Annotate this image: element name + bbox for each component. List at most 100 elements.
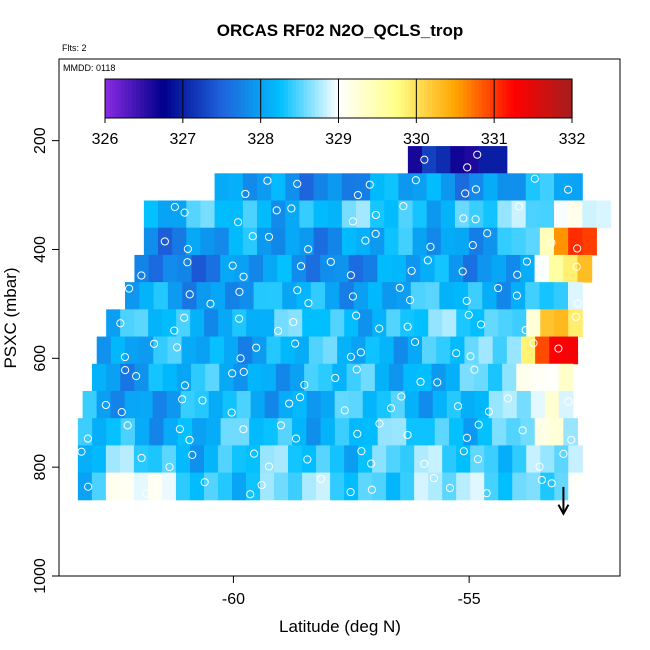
heatmap-cell — [282, 282, 297, 310]
colorbar-segment — [221, 79, 227, 118]
heatmap-cell — [316, 445, 331, 474]
sample-marker — [263, 176, 272, 185]
heatmap-cell — [228, 227, 244, 256]
sample-marker — [468, 241, 477, 250]
colorbar-segment — [513, 79, 519, 118]
heatmap-cell — [505, 254, 521, 283]
heatmap-cell — [478, 146, 494, 174]
heatmap-cell — [391, 418, 407, 446]
heatmap-cell — [214, 200, 230, 229]
plot-area-frame — [58, 58, 621, 577]
heatmap-cell — [341, 173, 357, 201]
heatmap-cell — [285, 227, 300, 256]
sample-marker — [429, 473, 439, 483]
sample-marker — [453, 402, 463, 411]
sample-marker — [407, 266, 416, 275]
heatmap-cell — [260, 472, 275, 501]
sample-marker — [116, 319, 125, 328]
heatmap-cell — [316, 472, 331, 501]
colorbar-segment — [213, 79, 219, 118]
heatmap-cell — [358, 445, 373, 474]
sample-marker — [249, 449, 259, 458]
heatmap-cell — [512, 309, 527, 338]
heatmap-cell — [334, 418, 350, 446]
heatmap-cell — [434, 254, 450, 283]
heatmap-cell — [426, 173, 442, 201]
sample-marker — [573, 244, 582, 253]
heatmap-cell — [428, 309, 443, 338]
heatmap-cell — [431, 363, 447, 392]
colorbar-segment — [568, 79, 573, 118]
heatmap-cell — [432, 390, 448, 419]
heatmap-cell — [596, 200, 612, 229]
colorbar-segment — [291, 79, 297, 118]
colorbar-segment — [365, 79, 371, 118]
heatmap-cell — [568, 200, 583, 229]
colorbar-segment — [564, 79, 569, 118]
colorbar-segment — [396, 79, 402, 118]
heatmap-cell — [220, 418, 236, 446]
heatmap-cell — [96, 390, 112, 419]
heatmap-cell — [234, 418, 250, 446]
colorbar-segment — [167, 79, 172, 118]
heatmap-cell — [110, 390, 126, 419]
heatmap-cell — [224, 336, 239, 365]
heatmap-cell — [337, 336, 352, 365]
heatmap-cell — [491, 418, 507, 446]
sample-marker — [340, 406, 349, 415]
heatmap-cell — [250, 390, 266, 419]
sample-marker — [445, 483, 455, 493]
colorbar-segment — [346, 79, 351, 118]
heatmap-cell — [249, 418, 264, 446]
heatmap-cell — [313, 200, 329, 229]
heatmap-cell — [153, 282, 169, 310]
heatmap-cell — [192, 418, 207, 446]
sample-marker — [124, 284, 134, 293]
heatmap-cell — [257, 227, 272, 256]
heatmap-cell — [525, 282, 540, 310]
sample-marker — [352, 365, 361, 374]
colorbar-segment — [319, 79, 324, 118]
colorbar-segment — [198, 79, 203, 118]
heatmap-cell — [442, 445, 457, 474]
heatmap-cell — [407, 146, 423, 174]
heatmap-cell — [453, 282, 469, 310]
colorbar-segment — [108, 79, 114, 118]
sample-marker — [293, 286, 302, 295]
colorbar-segment — [443, 79, 449, 118]
heatmap-cell — [498, 445, 513, 474]
heatmap-cell — [200, 200, 216, 229]
sample-marker — [83, 434, 93, 443]
sample-marker — [547, 479, 556, 488]
heatmap-cell — [105, 445, 121, 474]
sample-marker — [137, 271, 146, 280]
sample-marker — [471, 215, 480, 224]
heatmap-cell — [367, 282, 383, 310]
axes: -60 -55 200 400 600 800 1000 — [32, 127, 481, 608]
heatmap-cell — [264, 390, 280, 419]
heatmap-cell — [349, 418, 364, 446]
heatmap-cell — [310, 282, 326, 310]
heatmap-cell — [459, 363, 475, 392]
sample-marker — [295, 393, 305, 402]
colorbar-segment — [252, 79, 258, 118]
colorbar-segment — [280, 79, 285, 118]
heatmap-cell — [228, 200, 244, 229]
heatmap-cell — [567, 282, 583, 310]
sample-marker — [198, 396, 207, 405]
heatmap-cell — [405, 254, 421, 283]
colorbar-segment — [420, 79, 425, 118]
heatmap-cell — [299, 173, 315, 201]
heatmap-cell — [358, 309, 373, 338]
colorbar-segment — [256, 79, 262, 118]
sample-marker — [183, 258, 192, 267]
heatmap-cell — [464, 336, 480, 365]
heatmap-cell — [302, 472, 317, 501]
heatmap-cell — [257, 173, 272, 201]
heatmap-cell — [147, 445, 163, 474]
sample-marker — [406, 296, 415, 305]
sample-marker — [433, 378, 442, 387]
sample-markers — [77, 150, 583, 499]
heatmap-cell — [219, 363, 234, 392]
heatmap-cell — [440, 200, 456, 229]
